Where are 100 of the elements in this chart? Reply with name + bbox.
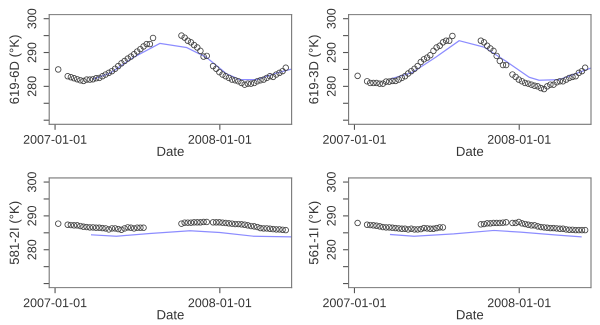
point: [137, 224, 144, 231]
point: [582, 226, 588, 234]
y-tick-label: 290: [27, 42, 36, 62]
point: [433, 224, 440, 232]
y-tick-label: 290: [27, 206, 36, 226]
point: [550, 224, 557, 232]
point: [569, 226, 576, 233]
point: [528, 222, 535, 229]
point: [553, 225, 560, 232]
point: [232, 220, 238, 228]
point: [500, 219, 506, 226]
point: [402, 226, 408, 232]
y-axis-title: 561-1I (°K): [308, 202, 321, 264]
x-axis-title: Date: [158, 146, 184, 156]
y-tick-label: 280: [27, 240, 36, 260]
point: [188, 219, 194, 226]
point: [556, 226, 564, 232]
point: [244, 222, 252, 229]
point: [77, 222, 84, 230]
point: [92, 224, 100, 231]
point: [260, 225, 267, 232]
point: [216, 219, 223, 226]
x-tick-label: 2008-01-01: [188, 135, 252, 144]
point: [228, 220, 236, 227]
point: [254, 224, 261, 230]
point: [382, 224, 390, 231]
point: [411, 226, 418, 233]
point: [204, 218, 210, 226]
point: [547, 224, 554, 232]
point: [200, 218, 207, 226]
point: [106, 226, 112, 233]
y-tick-label: 300: [27, 172, 36, 192]
point: [134, 224, 140, 231]
point: [184, 219, 191, 226]
point: [140, 224, 147, 231]
point: [531, 222, 538, 229]
y-tick-label: 290: [326, 42, 336, 62]
point: [516, 218, 522, 226]
point: [436, 224, 443, 231]
point: [68, 222, 74, 228]
point: [279, 226, 286, 233]
point: [118, 226, 125, 233]
point: [408, 226, 415, 232]
point: [128, 224, 134, 231]
point: [490, 220, 497, 226]
point: [241, 221, 248, 228]
point: [522, 220, 528, 228]
x-axis-title: Date: [456, 146, 484, 156]
x-axis-title: Date: [158, 310, 184, 320]
point: [121, 225, 128, 232]
point: [398, 226, 406, 232]
point: [389, 224, 396, 231]
y-tick-label: 280: [27, 76, 36, 96]
point: [566, 226, 573, 233]
line-series: [91, 230, 292, 238]
point: [264, 225, 270, 232]
point: [282, 226, 289, 234]
point: [424, 225, 430, 232]
point: [266, 226, 274, 232]
point: [108, 225, 116, 232]
x-tick-label: 2008-01-01: [488, 298, 551, 308]
y-axis-title: 581-2I (°K): [9, 202, 22, 264]
point: [493, 220, 500, 226]
point: [370, 222, 377, 229]
point: [478, 221, 484, 228]
point: [270, 226, 276, 232]
point: [376, 223, 383, 230]
point: [273, 226, 280, 233]
point: [70, 222, 78, 229]
point: [250, 223, 258, 230]
y-tick-label: 300: [27, 8, 36, 29]
x-axis-title: Date: [456, 310, 484, 320]
point: [90, 224, 96, 231]
point: [124, 224, 131, 231]
point: [502, 219, 510, 226]
point: [64, 221, 71, 228]
point: [480, 220, 488, 228]
point: [509, 220, 516, 226]
point: [512, 220, 519, 226]
point: [194, 219, 200, 226]
point: [235, 220, 242, 228]
line-series: [390, 230, 582, 238]
point: [178, 220, 185, 227]
point: [86, 224, 94, 231]
point: [367, 222, 374, 228]
point: [130, 225, 138, 232]
point: [440, 224, 446, 231]
point: [420, 224, 428, 232]
point: [392, 224, 399, 232]
point: [181, 219, 188, 226]
point: [430, 226, 437, 232]
x-tick-label: 2008-01-01: [188, 298, 252, 308]
point: [380, 224, 386, 230]
y-tick-label: 280: [326, 76, 336, 96]
point: [238, 221, 245, 228]
point: [276, 226, 283, 233]
point: [386, 224, 392, 231]
point: [578, 226, 586, 234]
y-tick-label: 300: [326, 8, 336, 29]
point: [257, 224, 264, 232]
